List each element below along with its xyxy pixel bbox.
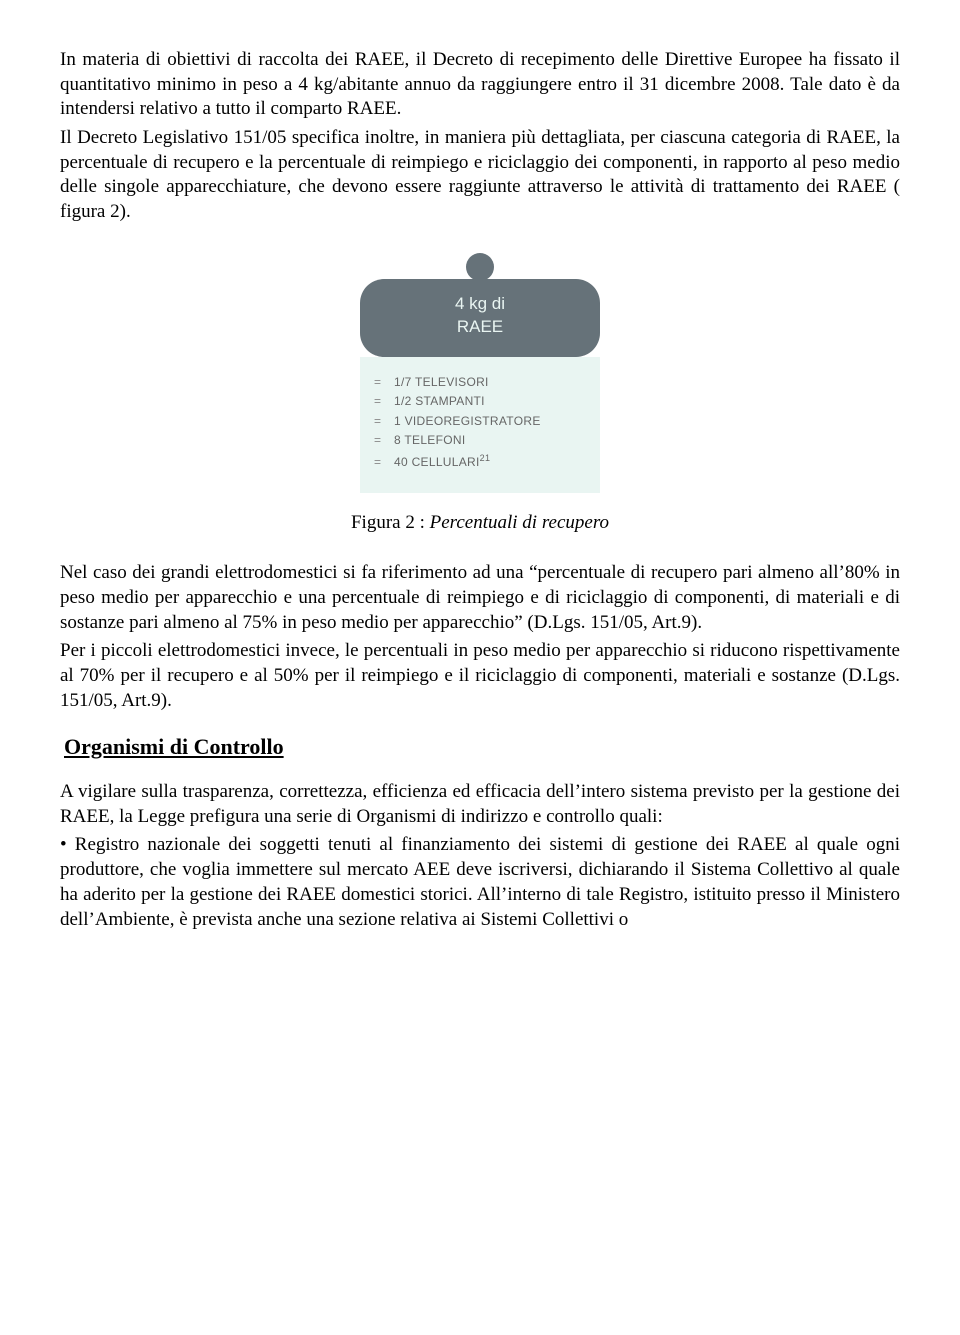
paragraph-4: Per i piccoli elettrodomestici invece, l… xyxy=(60,639,900,713)
paragraph-2: Il Decreto Legislativo 151/05 specifica … xyxy=(60,126,900,225)
equals-icon: = xyxy=(374,455,394,471)
bullet-item-1: • Registro nazionale dei soggetti tenuti… xyxy=(60,833,900,932)
paragraph-3: Nel caso dei grandi elettrodomestici si … xyxy=(60,561,900,635)
figure-item-text: 40 CELLULARI xyxy=(394,455,480,469)
paragraph-5: A vigilare sulla trasparenza, correttezz… xyxy=(60,780,900,829)
figure-item-label: 40 CELLULARI21 xyxy=(394,453,490,471)
figure-list-row: = 1/7 TELEVISORI xyxy=(374,375,586,391)
figure-caption: Figura 2 : Percentuali di recupero xyxy=(60,511,900,536)
figure-item-label: 1/2 STAMPANTI xyxy=(394,394,485,410)
equals-icon: = xyxy=(374,433,394,449)
figure-2: 4 kg di RAEE = 1/7 TELEVISORI = 1/2 STAM… xyxy=(360,253,600,493)
equals-icon: = xyxy=(374,414,394,430)
figure-footnote-ref: 21 xyxy=(480,453,491,463)
figure-head-line2: RAEE xyxy=(360,316,600,339)
section-heading: Organismi di Controllo xyxy=(64,733,900,762)
figure-list-row: = 1/2 STAMPANTI xyxy=(374,394,586,410)
figure-list-row: = 8 TELEFONI xyxy=(374,433,586,449)
caption-prefix: Figura 2 : xyxy=(351,512,430,533)
figure-equivalence-list: = 1/7 TELEVISORI = 1/2 STAMPANTI = 1 VID… xyxy=(360,357,600,493)
equals-icon: = xyxy=(374,394,394,410)
figure-weight-badge: 4 kg di RAEE xyxy=(360,279,600,357)
paragraph-1: In materia di obiettivi di raccolta dei … xyxy=(60,48,900,122)
figure-head-line1: 4 kg di xyxy=(360,293,600,316)
figure-knob-icon xyxy=(466,253,494,281)
figure-item-label: 1/7 TELEVISORI xyxy=(394,375,489,391)
figure-item-label: 8 TELEFONI xyxy=(394,433,465,449)
caption-text: Percentuali di recupero xyxy=(430,512,609,533)
figure-list-row: = 1 VIDEOREGISTRATORE xyxy=(374,414,586,430)
equals-icon: = xyxy=(374,375,394,391)
figure-list-row: = 40 CELLULARI21 xyxy=(374,453,586,471)
figure-item-label: 1 VIDEOREGISTRATORE xyxy=(394,414,541,430)
